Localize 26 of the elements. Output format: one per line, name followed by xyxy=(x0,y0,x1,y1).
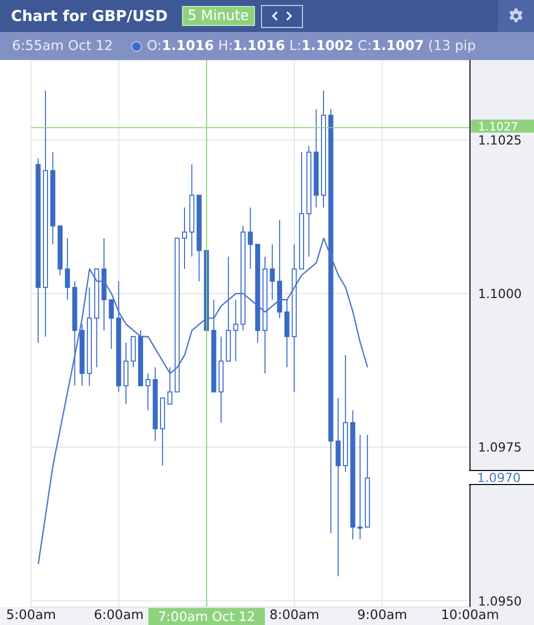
text: 1.0970 xyxy=(469,470,534,485)
candlestick xyxy=(248,207,253,270)
candlestick xyxy=(358,434,363,540)
ref-line-label: 1.1027 xyxy=(478,120,518,134)
text: 6:55am Oct 12 xyxy=(12,38,113,54)
candlestick xyxy=(233,299,238,362)
ref-line-label: 7:00am Oct 12 xyxy=(158,610,256,625)
chart-title: Chart for GBP/USD xyxy=(11,7,168,25)
candlestick xyxy=(270,244,275,300)
candlestick xyxy=(145,372,150,411)
button: 5 Minute xyxy=(182,6,255,26)
y-tick-label: 1.1000 xyxy=(478,286,522,301)
x-tick-label: 5:00am xyxy=(6,608,56,624)
line-series xyxy=(38,238,368,565)
x-tick-label: 9:00am xyxy=(357,608,408,624)
x-tick-label: 8:00am xyxy=(269,608,320,624)
x-tick-label: 6:00am xyxy=(94,608,144,624)
y-tick-label: 1.1025 xyxy=(478,132,522,148)
x-tick-label: 10:00am xyxy=(440,608,500,624)
y-tick-label: 1.0975 xyxy=(478,440,522,455)
candlestick xyxy=(167,366,172,405)
y-tick-label: 1.0950 xyxy=(478,593,522,608)
candlestick xyxy=(108,299,114,350)
text: O:1.1016 H:1.1016 L:1.1002 C:1.1007 (13 pip xyxy=(146,38,476,54)
candlestick xyxy=(182,207,187,270)
candlestick xyxy=(64,238,70,300)
